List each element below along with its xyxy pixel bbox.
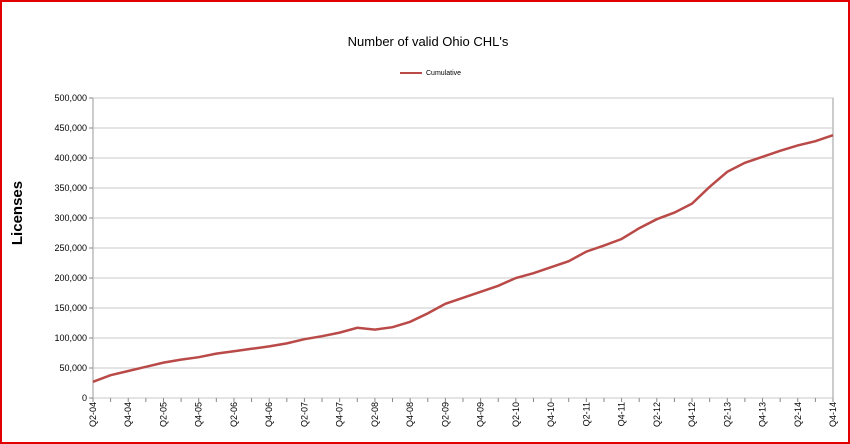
- y-tick-label: 400,000: [54, 153, 87, 163]
- y-tick-label: 150,000: [54, 303, 87, 313]
- x-tick-label: Q4-14: [828, 402, 838, 427]
- y-tick-label: 0: [82, 393, 87, 403]
- x-tick-label: Q4-13: [758, 402, 768, 427]
- x-tick-label: Q4-08: [405, 402, 415, 427]
- x-tick-label: Q2-05: [158, 402, 168, 427]
- x-tick-label: Q2-04: [88, 402, 98, 427]
- x-tick-label: Q4-07: [335, 402, 345, 427]
- x-tick-label: Q4-04: [123, 402, 133, 427]
- y-axis-title: Licenses: [9, 181, 26, 245]
- data-line: [92, 134, 834, 383]
- x-tick-label: Q4-10: [546, 402, 556, 427]
- chart-title: Number of valid Ohio CHL's: [348, 34, 509, 49]
- y-tick-label: 500,000: [54, 93, 87, 103]
- x-tick-label: Q2-14: [793, 402, 803, 427]
- x-tick-label: Q4-09: [476, 402, 486, 427]
- x-tick-label: Q2-08: [370, 402, 380, 427]
- x-tick-label: Q4-05: [194, 402, 204, 427]
- x-tick-label: Q4-06: [264, 402, 274, 427]
- x-tick-label: Q2-09: [440, 402, 450, 427]
- x-tick-label: Q2-12: [652, 402, 662, 427]
- x-tick-label: Q2-07: [299, 402, 309, 427]
- y-tick-label: 100,000: [54, 333, 87, 343]
- x-tick-label: Q4-12: [687, 402, 697, 427]
- y-tick-label: 200,000: [54, 273, 87, 283]
- x-tick-label: Q2-10: [511, 402, 521, 427]
- y-tick-label: 350,000: [54, 183, 87, 193]
- y-tick-label: 450,000: [54, 123, 87, 133]
- legend-label: Cumulative: [426, 70, 461, 77]
- x-tick-label: Q2-13: [722, 402, 732, 427]
- y-tick-label: 300,000: [54, 213, 87, 223]
- y-tick-label: 50,000: [59, 363, 87, 373]
- x-tick-label: Q2-11: [581, 402, 591, 426]
- x-tick-label: Q2-06: [229, 402, 239, 427]
- y-tick-label: 250,000: [54, 243, 87, 253]
- x-tick-label: Q4-11: [617, 402, 627, 426]
